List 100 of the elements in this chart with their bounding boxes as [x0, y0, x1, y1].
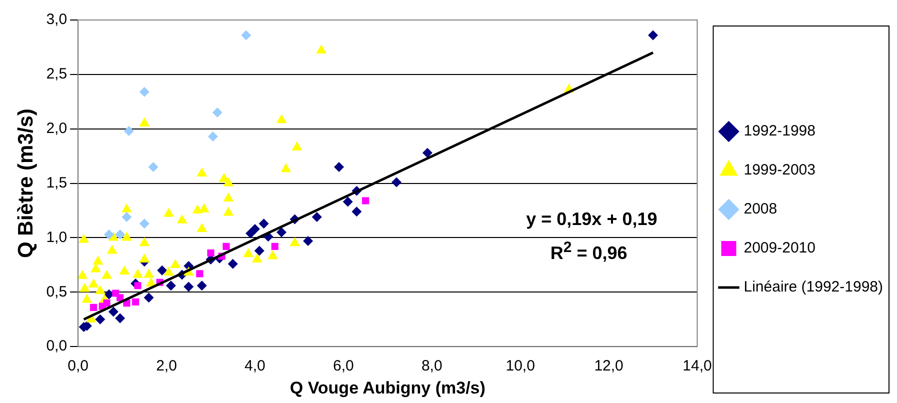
point — [252, 254, 262, 263]
legend-label: 1999-2003 — [744, 162, 816, 179]
point — [122, 212, 132, 222]
point — [246, 228, 256, 238]
point — [132, 298, 140, 306]
annotation: y = 0,19x + 0,19 — [526, 209, 658, 230]
point — [108, 306, 118, 317]
point — [164, 266, 174, 276]
point — [139, 218, 150, 229]
point — [104, 229, 114, 240]
x-tick-label: 4,0 — [244, 358, 266, 375]
x-tick-label: 6,0 — [332, 358, 354, 375]
point — [170, 258, 181, 268]
point — [106, 244, 118, 254]
point — [115, 229, 126, 240]
point — [342, 196, 353, 207]
point — [144, 268, 154, 278]
y-tick-label: 0,0 — [46, 338, 68, 355]
point — [144, 292, 154, 303]
point — [212, 108, 222, 118]
x-tick-label: 0,0 — [68, 358, 88, 375]
x-tick-label: 10,0 — [506, 358, 535, 375]
point — [139, 254, 150, 263]
point — [95, 314, 106, 324]
point — [271, 242, 278, 250]
point — [241, 30, 252, 40]
point — [119, 265, 130, 274]
point — [92, 256, 104, 265]
point — [164, 208, 174, 217]
point — [148, 162, 158, 172]
point — [94, 285, 106, 294]
y-tick-label: 1,5 — [46, 174, 68, 192]
point — [78, 270, 88, 279]
point — [223, 177, 234, 186]
point — [290, 237, 300, 246]
point — [223, 206, 234, 216]
y-axis-title: Q Biètre (m3/s) — [14, 108, 38, 258]
point — [102, 270, 112, 279]
point — [88, 278, 99, 288]
x-axis-title: Q Vouge Aubigny (m3/s) — [290, 378, 486, 398]
point — [276, 114, 287, 124]
point — [276, 227, 286, 238]
point — [122, 232, 132, 241]
x-tick-label: 8,0 — [421, 358, 442, 375]
point — [139, 117, 150, 126]
point — [132, 268, 143, 278]
x-tick-label: 14,0 — [682, 358, 712, 375]
point — [228, 258, 238, 269]
point — [422, 148, 432, 158]
point — [82, 294, 92, 303]
point — [124, 126, 134, 136]
y-tick-label: 2,5 — [46, 66, 68, 83]
point — [196, 168, 208, 176]
y-tick-label: 1,0 — [46, 228, 68, 246]
point — [316, 44, 326, 54]
legend-label: 2009-2010 — [744, 240, 816, 257]
point — [207, 249, 214, 257]
y-tick-label: 0,5 — [46, 283, 68, 300]
point — [134, 282, 142, 290]
point — [334, 162, 344, 172]
point — [196, 223, 208, 232]
point — [196, 270, 204, 278]
point — [223, 192, 234, 202]
point — [192, 204, 203, 214]
point — [78, 234, 89, 243]
point — [90, 263, 101, 272]
point — [139, 86, 150, 97]
point — [166, 280, 176, 291]
point — [303, 236, 314, 246]
point — [254, 246, 264, 256]
point — [184, 282, 194, 292]
point — [208, 131, 218, 142]
legend-label: 2008 — [744, 200, 778, 218]
point — [157, 265, 168, 276]
point — [391, 177, 402, 188]
point — [292, 141, 302, 150]
point — [312, 212, 322, 222]
point — [267, 250, 278, 260]
point — [222, 242, 230, 250]
x-tick-label: 2,0 — [156, 358, 177, 375]
point — [352, 206, 362, 217]
point — [648, 30, 658, 40]
legend-label: Linéaire (1992-1998) — [744, 278, 884, 296]
point — [176, 214, 188, 224]
y-tick-label: 2,0 — [46, 120, 68, 138]
point — [258, 218, 269, 229]
point — [90, 304, 98, 311]
legend-label: 1992-1998 — [744, 122, 816, 140]
point — [122, 203, 132, 212]
point — [196, 280, 207, 291]
y-tick-label: 3,0 — [46, 11, 68, 28]
point — [79, 282, 90, 292]
point — [280, 163, 292, 172]
point — [116, 294, 124, 302]
point — [139, 237, 150, 246]
annotation: R$^{2}$ = 0,96 — [550, 239, 628, 264]
point — [362, 197, 370, 204]
point — [115, 313, 126, 324]
point — [243, 248, 254, 258]
x-tick-label: 12,0 — [594, 358, 624, 375]
